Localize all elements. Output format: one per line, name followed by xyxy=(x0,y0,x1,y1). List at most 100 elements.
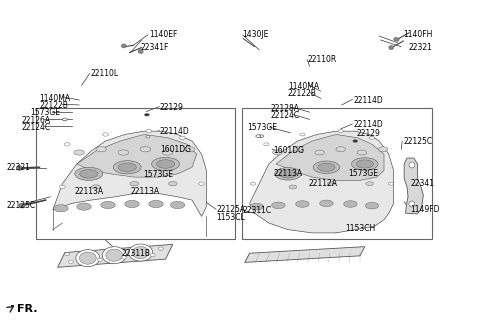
Text: 1573GE: 1573GE xyxy=(348,169,378,178)
Text: 22112A: 22112A xyxy=(308,179,337,188)
Text: 22113A: 22113A xyxy=(131,187,160,196)
Text: 22126A: 22126A xyxy=(21,115,50,125)
Ellipse shape xyxy=(64,143,70,146)
Ellipse shape xyxy=(353,140,358,142)
Text: 22125A: 22125A xyxy=(216,205,246,215)
Ellipse shape xyxy=(102,247,126,264)
Ellipse shape xyxy=(294,147,303,152)
Ellipse shape xyxy=(388,182,394,185)
Ellipse shape xyxy=(106,249,123,261)
Polygon shape xyxy=(250,131,394,233)
Ellipse shape xyxy=(54,205,68,212)
Ellipse shape xyxy=(75,167,103,180)
Ellipse shape xyxy=(103,133,108,136)
Ellipse shape xyxy=(156,160,175,168)
Ellipse shape xyxy=(313,161,340,174)
Text: 22110L: 22110L xyxy=(90,69,119,78)
Text: 1601DG: 1601DG xyxy=(160,145,191,154)
Text: 22321: 22321 xyxy=(6,163,30,173)
Ellipse shape xyxy=(357,150,367,155)
Ellipse shape xyxy=(250,203,264,210)
Text: 1140EF: 1140EF xyxy=(149,30,177,39)
Ellipse shape xyxy=(320,200,333,207)
Ellipse shape xyxy=(251,182,256,185)
Polygon shape xyxy=(58,244,173,267)
Text: 1601DG: 1601DG xyxy=(273,146,304,155)
Ellipse shape xyxy=(152,157,180,171)
Ellipse shape xyxy=(129,244,153,261)
Ellipse shape xyxy=(275,168,301,180)
Ellipse shape xyxy=(113,161,141,174)
Text: 22124C: 22124C xyxy=(271,111,300,120)
Ellipse shape xyxy=(96,147,107,152)
Text: 1153CH: 1153CH xyxy=(346,224,376,234)
Ellipse shape xyxy=(118,150,129,155)
Ellipse shape xyxy=(279,170,297,178)
Text: 22129: 22129 xyxy=(160,103,184,112)
Ellipse shape xyxy=(130,182,139,186)
Text: 22114D: 22114D xyxy=(160,127,190,136)
Ellipse shape xyxy=(79,252,96,264)
Ellipse shape xyxy=(101,201,115,209)
Text: 1140MA: 1140MA xyxy=(288,82,319,91)
Ellipse shape xyxy=(80,170,98,178)
Ellipse shape xyxy=(60,185,65,189)
Ellipse shape xyxy=(336,147,346,152)
Ellipse shape xyxy=(92,185,100,189)
Ellipse shape xyxy=(315,150,324,155)
Ellipse shape xyxy=(140,147,151,152)
Ellipse shape xyxy=(76,250,100,267)
Ellipse shape xyxy=(146,136,150,138)
Ellipse shape xyxy=(138,50,143,53)
Ellipse shape xyxy=(118,163,136,172)
Ellipse shape xyxy=(144,113,149,116)
Text: 1140FH: 1140FH xyxy=(403,30,432,39)
Text: 1153CL: 1153CL xyxy=(216,213,245,222)
Ellipse shape xyxy=(184,147,195,152)
Ellipse shape xyxy=(409,201,415,207)
Text: 22114D: 22114D xyxy=(353,120,383,129)
Ellipse shape xyxy=(289,185,297,189)
Polygon shape xyxy=(404,158,423,214)
Text: 1140MA: 1140MA xyxy=(39,94,71,103)
Text: 1573GE: 1573GE xyxy=(143,170,173,179)
Ellipse shape xyxy=(121,256,126,259)
Text: 22122B: 22122B xyxy=(288,89,317,98)
Ellipse shape xyxy=(300,133,305,136)
Text: 22125C: 22125C xyxy=(6,201,36,210)
Text: 22311B: 22311B xyxy=(121,249,150,258)
Ellipse shape xyxy=(16,166,22,170)
Ellipse shape xyxy=(158,247,163,250)
Ellipse shape xyxy=(162,150,173,155)
Text: 22124C: 22124C xyxy=(21,123,50,132)
Text: 22311C: 22311C xyxy=(242,206,272,215)
Polygon shape xyxy=(276,134,384,180)
Ellipse shape xyxy=(180,136,185,139)
Ellipse shape xyxy=(365,202,379,209)
Ellipse shape xyxy=(351,158,378,170)
Ellipse shape xyxy=(296,201,309,207)
Ellipse shape xyxy=(150,254,155,257)
Text: 22122B: 22122B xyxy=(39,101,68,110)
Ellipse shape xyxy=(356,160,373,168)
Text: 22129: 22129 xyxy=(356,129,380,138)
Text: 22321: 22321 xyxy=(408,43,432,52)
Bar xyxy=(36,108,235,239)
Ellipse shape xyxy=(272,202,285,209)
Text: FR.: FR. xyxy=(17,304,37,314)
Ellipse shape xyxy=(273,150,282,155)
Ellipse shape xyxy=(62,118,67,121)
Text: 22341: 22341 xyxy=(410,179,434,188)
Text: 1149FD: 1149FD xyxy=(410,205,440,215)
Text: 22341F: 22341F xyxy=(141,43,169,52)
Ellipse shape xyxy=(132,247,149,258)
Ellipse shape xyxy=(344,201,357,207)
Ellipse shape xyxy=(370,136,374,139)
Ellipse shape xyxy=(65,253,70,256)
Ellipse shape xyxy=(318,163,335,171)
Text: 22110R: 22110R xyxy=(308,54,337,64)
Text: 22128A: 22128A xyxy=(271,104,300,113)
Ellipse shape xyxy=(146,130,152,133)
Ellipse shape xyxy=(409,162,415,168)
Ellipse shape xyxy=(394,37,399,41)
